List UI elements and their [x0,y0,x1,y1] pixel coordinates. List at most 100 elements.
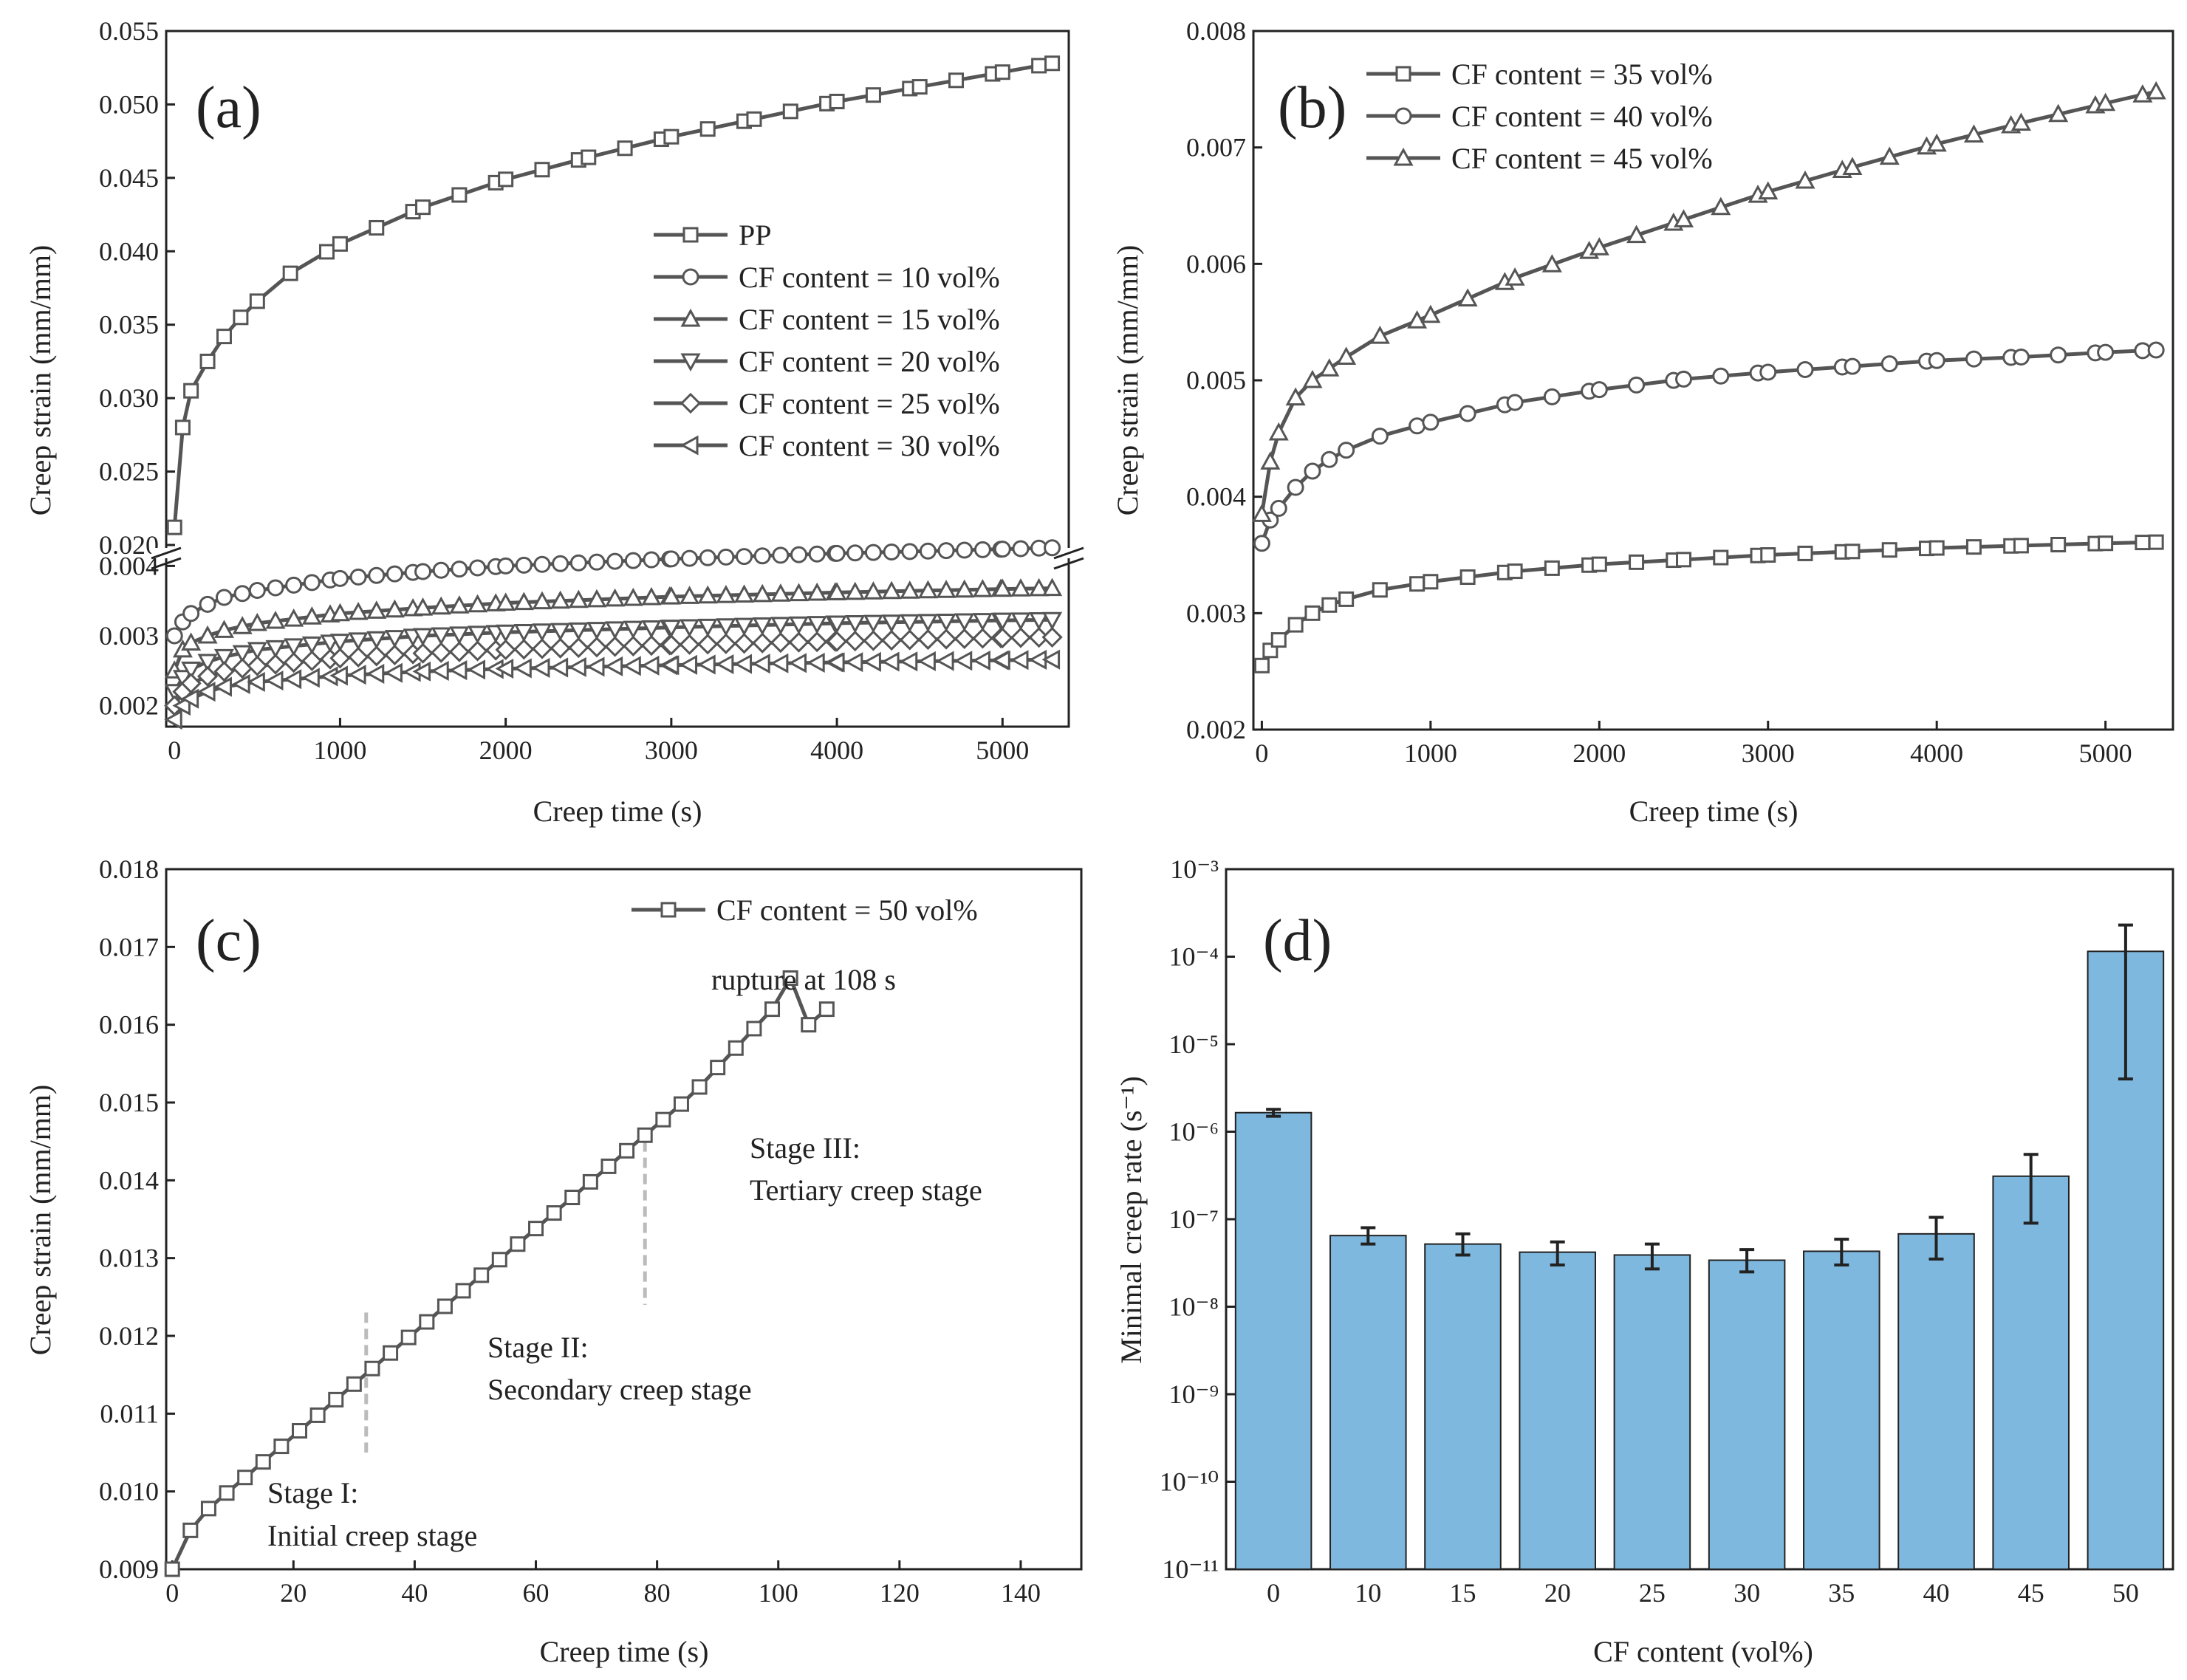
panel-a-xtick-label: 2000 [479,736,533,765]
panel-b-series-0-marker [1372,582,1388,598]
panel-d-xtick-label: 35 [1828,1578,1855,1608]
panel-b-series-0-marker [1676,552,1692,568]
panel-b-series-0-marker [2148,534,2164,550]
panel-b-series-1-marker [1321,450,1338,468]
panel-d: 10⁻¹¹ 10⁻¹⁰ 10⁻⁹ 10⁻⁸ 10⁻⁷ 10⁻⁶ 10⁻⁵ 10⁻⁴ 10⁻³ 0 1… [1115,854,2174,1668]
panel-c-stage-lines [364,1141,647,1453]
panel-a-series-1-marker [182,605,200,623]
panel-a-series-4-marker [605,637,626,657]
panel-c-series-0-marker [546,1205,562,1221]
panel-a-series-1-marker [772,546,790,564]
panel-b-series-0-marker [2098,535,2114,552]
panel-b-frame [1252,30,2174,731]
panel-c-series [164,970,835,1577]
panel-b-series-1-marker [1675,370,1693,388]
panel-c-series-0-marker [328,1391,344,1408]
panel-c-xtick-label: 20 [280,1578,307,1608]
panel-d-ytick-label: 10⁻¹¹ [1162,1554,1219,1584]
panel-b-series-0-marker [1591,556,1607,572]
stage-2-title: Stage II: [487,1331,589,1364]
panel-a-series-0-marker [183,383,199,399]
panel-d-xtick-label: 25 [1639,1578,1666,1608]
panel-a-series-4-marker [680,634,700,655]
panel-a-series-1-marker [699,549,716,566]
panel-a-series-1-marker [717,548,735,566]
panel-a-xtick-label: 5000 [976,736,1029,765]
bar-20 [1519,1251,1596,1571]
panel-a-series-5-marker [973,651,990,670]
panel-c-series-0-marker [237,1470,253,1486]
panel-b-xtick-label: 0 [1255,738,1268,768]
panel-a-series-4-marker [716,634,736,654]
panel-c-ytick-label: 0.010 [99,1477,159,1506]
panel-a-series-5-marker [863,652,881,671]
panel-c-ytick-label: 0.015 [99,1088,159,1117]
panel-c-series-0-marker [619,1142,635,1159]
panel-a-series-4-marker [917,629,938,650]
panel-b-series-1-marker [1459,405,1476,422]
panel-a-series-4-marker [384,645,405,665]
panel-a-series-4-marker [213,661,234,682]
panel-c-label: (c) [196,908,261,973]
panel-a-series-4-marker [265,654,286,674]
panel-d-ytick-label: 10⁻¹⁰ [1160,1467,1219,1497]
panel-a-series-0-marker [318,244,335,260]
bar-40 [1897,1232,1975,1570]
panel-c-series-0-marker [437,1298,453,1314]
panel-a-series-5-marker [900,652,918,671]
panel-a-series-0-marker [282,265,298,281]
legend-marker [680,393,701,414]
panel-a-series-1-marker [973,541,991,558]
panel-a-axes: 0 1000 2000 3000 4000 5000 0.020 0.025 0.030 0.03… [99,16,1084,765]
panel-a-series-4-marker [586,637,607,657]
panel-a-upper-ytick-label: 0.045 [99,163,159,193]
stage-2-desc: Secondary creep stage [487,1373,752,1406]
panel-a-series-4-marker [1010,627,1031,648]
bar-0 [1234,1111,1312,1570]
panel-a-series-0-marker [746,111,762,127]
panel-a-series-4-marker [247,656,267,676]
legend-label: CF content = 15 vol% [739,303,1000,336]
panel-b-series-0-marker [1253,657,1270,673]
panel-a-series-1-marker [165,627,183,645]
panel-a-series-0-marker [865,87,881,103]
panel-c-xtick-label: 40 [401,1578,428,1608]
panel-a-series-5-marker [450,661,468,680]
panel-a-series-1-marker [864,544,882,561]
panel-a-upper-ytick-label: 0.025 [99,457,159,487]
panel-b-series-0-marker [1270,632,1287,648]
panel-c-xtick-label: 120 [880,1578,920,1608]
panel-c-series-0-marker [292,1423,308,1439]
panel-a-series-1-marker [497,557,515,575]
panel-a-series-1-marker [643,551,660,569]
panel-b-series-1-marker [2147,341,2165,359]
panel-b-xtick-label: 5000 [2079,738,2132,768]
panel-b-series-1-marker [1371,428,1389,445]
panel-a-series-4-marker [972,628,993,648]
panel-a-upper-ytick-label: 0.050 [99,89,159,119]
panel-c-series-0-marker [818,1001,835,1018]
panel-a-series-4-marker [550,638,571,659]
panel-a-series-1-marker [883,543,900,560]
panel-b-series-1-marker [1543,388,1561,405]
panel-b-series-0-marker [2050,536,2067,552]
panel-a-series-5-marker [533,658,550,677]
panel-a-series-1-marker [846,544,864,562]
panel-c-ytick-label: 0.016 [99,1010,159,1040]
panel-c-series-0-marker [219,1485,235,1501]
panel-b-series-1-marker [1880,355,1898,373]
panel-b-series [1252,82,2166,673]
panel-c-series-0-marker [419,1314,435,1330]
panel-a-series-4-marker [826,631,847,652]
panel-c-ytick-label: 0.009 [99,1554,159,1584]
panel-a-series-5-marker [807,653,825,672]
panel-a-series-5-marker [937,651,954,671]
panel-c-ylabel: Creep strain (mm/mm) [24,1085,57,1356]
panel-a-series-1-marker [233,585,251,603]
panel-a-xtick-label: 3000 [645,736,698,765]
panel-b-series-2-marker [2146,82,2166,100]
panel-a-xtick-label: 0 [168,736,181,765]
panel-a-series-5-marker [587,657,605,676]
panel-b-series-0-marker [1844,544,1861,560]
bar-10 [1329,1235,1407,1571]
